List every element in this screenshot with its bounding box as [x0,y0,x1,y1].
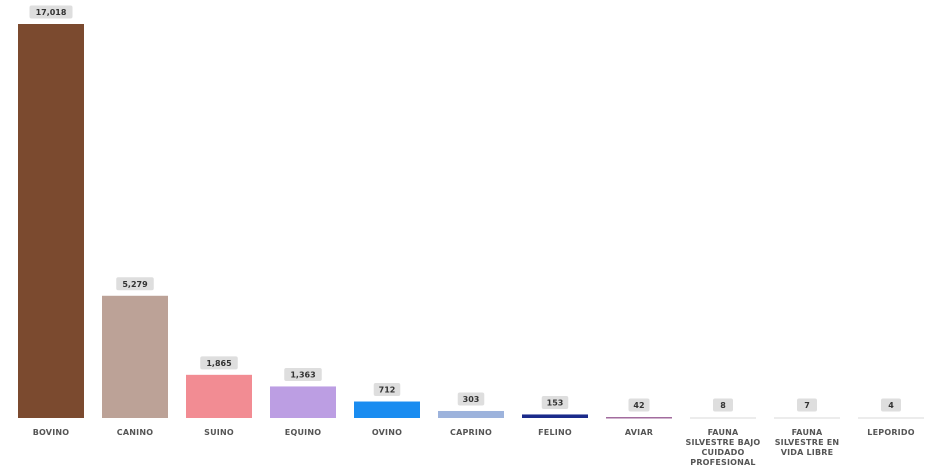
x-tick-label: FELINO [538,428,572,437]
value-label-bg [881,398,901,412]
value-label-bg [373,383,401,397]
value-label: 712 [379,386,396,395]
value-label: 153 [547,398,564,407]
value-label-bg [797,398,817,412]
value-label: 4 [888,401,894,410]
bar [18,24,84,418]
bar [102,295,168,418]
value-label-bg [284,367,322,381]
value-label-bg [457,392,485,406]
bar [186,374,252,418]
value-label: 5,279 [122,280,148,289]
bar [270,386,336,418]
x-tick-label: OVINO [371,428,403,437]
value-label: 303 [463,395,480,404]
bar [522,414,588,418]
bar [354,401,420,418]
value-label: 7 [804,401,810,410]
value-label-bg [628,398,650,412]
value-label: 1,363 [290,370,315,379]
value-label: 17,018 [36,8,67,17]
x-tick-label: AVIAR [624,428,654,437]
x-tick-label: LEPORIDO [867,428,915,437]
value-label: 1,865 [206,359,232,368]
x-tick-label: CANINO [116,428,154,437]
value-label-bg [116,277,154,291]
x-tick-label: SUINO [204,428,234,437]
value-label-bg [29,5,73,19]
x-tick-label: FAUNA SILVESTRE BAJO CUIDADO PROFESIONAL [685,428,761,465]
value-label-bg [713,398,733,412]
x-tick-label: BOVINO [32,428,70,437]
x-tick-label: FAUNA SILVESTRE EN VIDA LIBRE [774,428,840,457]
x-tick-label: CAPRINO [450,428,492,437]
value-label: 42 [633,401,644,410]
x-tick-label: EQUINO [284,428,322,437]
value-label-bg [541,395,569,409]
value-label-bg [200,356,238,370]
value-label: 8 [720,401,726,410]
bar [438,410,504,418]
